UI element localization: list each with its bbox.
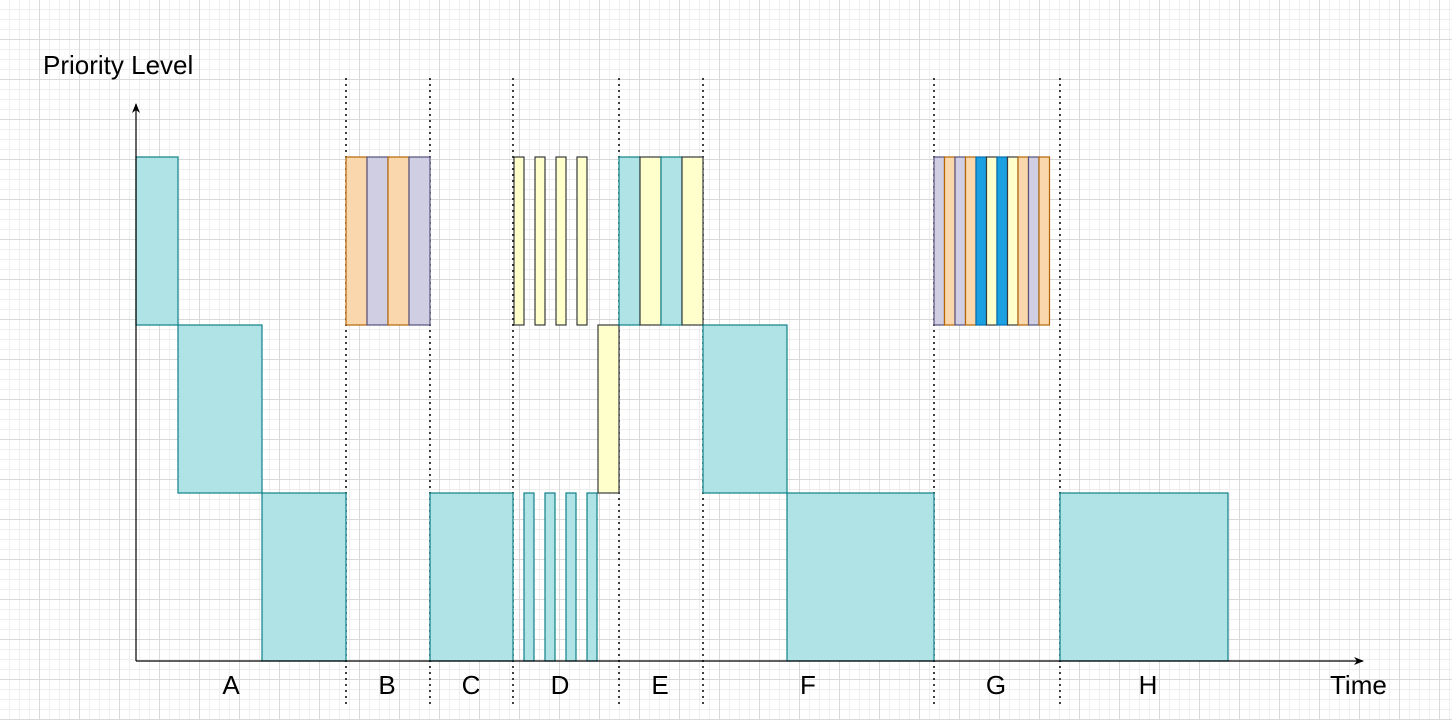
y-axis-label: Priority Level [43,50,193,80]
block-b-orange [387,156,410,326]
block-e-yellow [639,156,662,326]
block-g-blue [975,156,988,326]
segment-label-e: E [651,670,668,700]
block-g-yellow [985,156,998,326]
block-g-lavender [933,156,946,326]
block-d-teal [565,492,577,662]
block-d-yellow [555,156,567,326]
block-a-teal [261,492,347,662]
block-b-orange [345,156,368,326]
block-c-teal [429,492,514,662]
segment-label-a: A [222,670,240,700]
block-a-teal [177,324,263,494]
block-f-teal [702,324,788,494]
segment-label-f: F [800,670,816,700]
segment-labels: A B C D E F G H [222,670,1157,700]
priority-blocks [135,156,1229,662]
block-e-teal [660,156,683,326]
block-d-teal [544,492,556,662]
block-g-orange [943,156,956,326]
block-f-teal [786,492,935,662]
block-d-yellow [534,156,546,326]
block-d-yellow [576,156,588,326]
block-g-orange [964,156,977,326]
x-axis-label: Time [1330,670,1387,700]
block-b-lavender [408,156,431,326]
block-d-teal [523,492,535,662]
block-g-yellow [1006,156,1019,326]
block-d-yellow [597,324,620,494]
block-b-lavender [366,156,389,326]
block-d-teal [586,492,598,662]
block-e-teal [618,156,641,326]
segment-label-d: D [551,670,570,700]
block-g-lavender [1027,156,1040,326]
segment-label-h: H [1139,670,1158,700]
segment-label-g: G [986,670,1006,700]
block-g-blue [996,156,1009,326]
segment-label-b: B [378,670,395,700]
block-a-teal [135,156,179,326]
block-e-yellow [681,156,704,326]
block-h-teal [1059,492,1229,662]
block-g-lavender [954,156,967,326]
block-g-orange [1017,156,1030,326]
block-g-orange [1038,156,1051,326]
segment-label-c: C [462,670,481,700]
block-d-yellow [513,156,525,326]
